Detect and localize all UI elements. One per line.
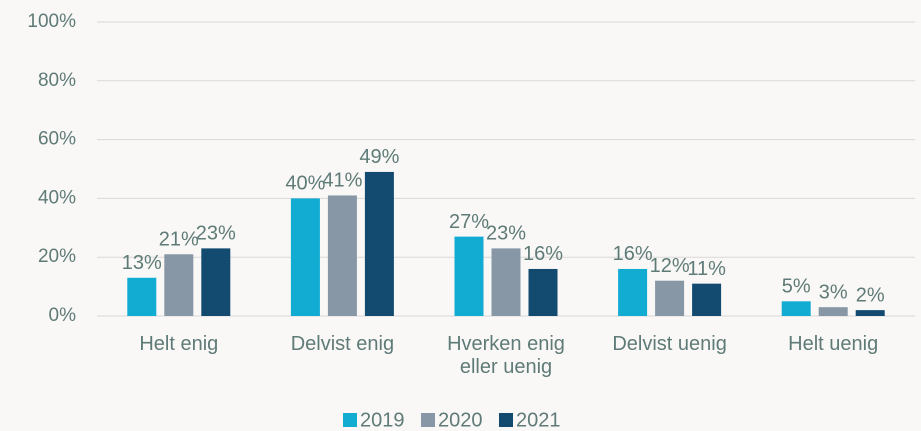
data-label: 41% — [322, 170, 362, 192]
data-label: 3% — [819, 281, 848, 303]
x-tick-label: Helt uenig — [788, 333, 879, 355]
data-label: 23% — [196, 223, 236, 245]
y-tick-label: 60% — [38, 129, 76, 150]
x-tick-label: Delvist uenig — [612, 333, 727, 355]
y-tick-label: 40% — [38, 187, 76, 208]
legend-label: 2021 — [516, 409, 561, 431]
bar — [692, 283, 722, 316]
y-tick-label: 0% — [49, 305, 77, 326]
bar — [327, 195, 357, 316]
y-tick-label: 80% — [38, 70, 76, 91]
x-tick-label: Helt enig — [139, 333, 219, 355]
data-label: 2% — [856, 284, 885, 306]
data-label: 16% — [613, 243, 653, 265]
bar — [454, 236, 484, 316]
bar — [618, 268, 648, 316]
data-label: 49% — [359, 146, 399, 168]
legend-label: 2019 — [360, 409, 405, 431]
bar — [491, 248, 521, 316]
bar — [855, 310, 885, 316]
bar — [201, 248, 231, 316]
y-tick-label: 100% — [27, 11, 76, 32]
data-label: 13% — [122, 252, 162, 274]
data-label: 5% — [782, 276, 811, 298]
bar — [290, 198, 320, 316]
data-label: 11% — [687, 258, 726, 280]
x-tick-label: Hverken enig eller uenig — [447, 333, 565, 378]
data-label: 16% — [523, 243, 563, 265]
data-label: 40% — [285, 173, 325, 195]
x-tick-label: Delvist enig — [290, 333, 395, 355]
bar — [781, 301, 811, 316]
data-label: 21% — [159, 229, 199, 251]
data-label: 23% — [486, 223, 526, 245]
bar — [528, 268, 558, 316]
data-label: 27% — [449, 211, 489, 233]
bar — [127, 277, 157, 316]
legend-swatch — [421, 413, 435, 427]
data-label: 12% — [650, 255, 690, 277]
bar — [164, 254, 194, 316]
legend-swatch — [343, 413, 357, 427]
bar — [818, 307, 848, 316]
legend-label: 2020 — [438, 409, 483, 431]
y-tick-label: 20% — [38, 246, 76, 267]
bar — [364, 171, 394, 316]
legend-swatch — [499, 413, 513, 427]
bar — [655, 280, 685, 316]
